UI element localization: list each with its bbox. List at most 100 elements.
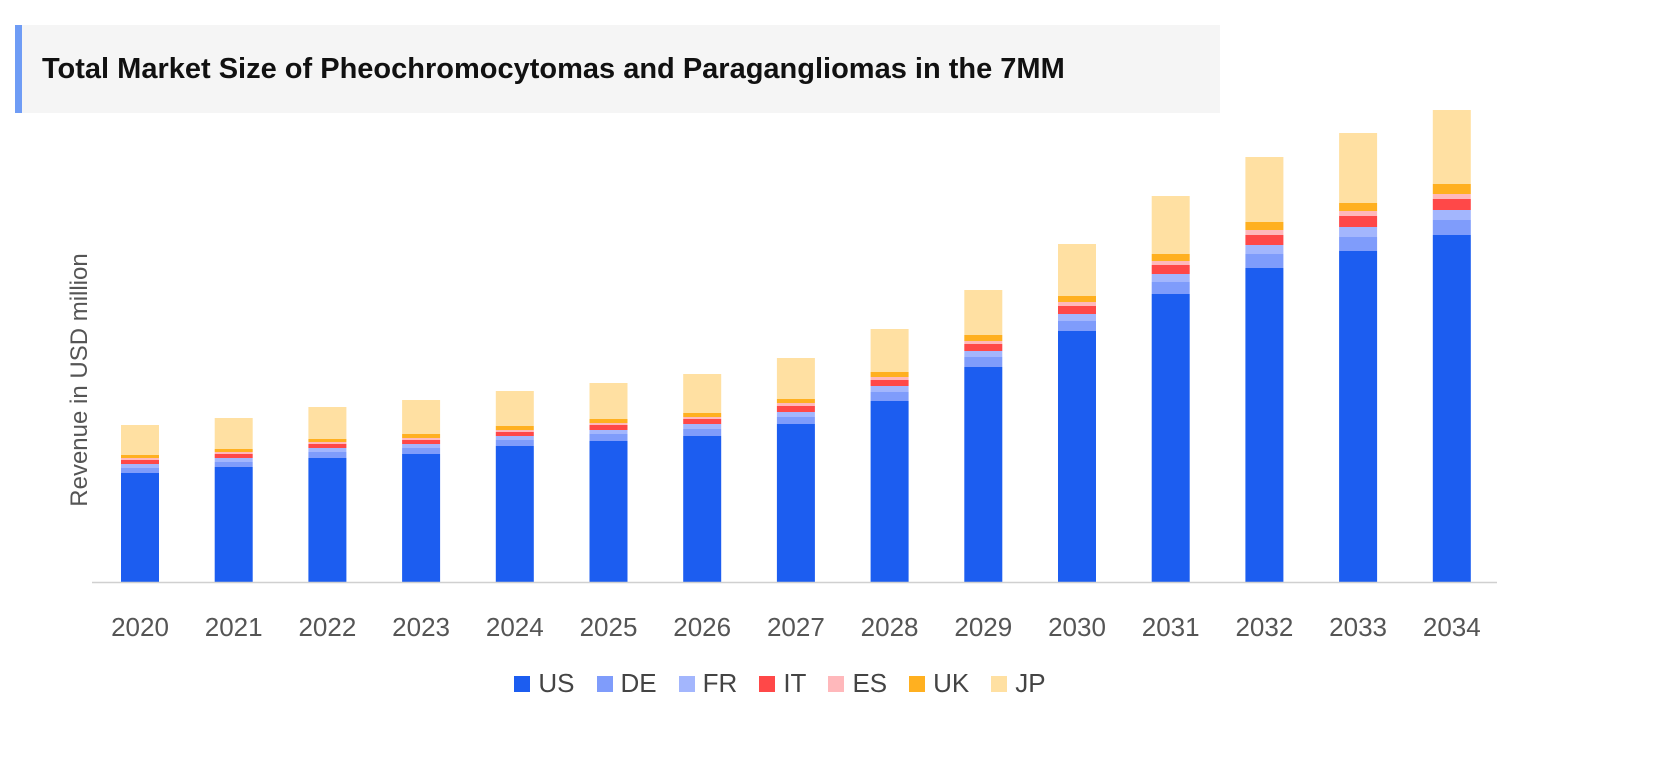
bar-IT-2034: [1432, 199, 1471, 210]
legend-label: IT: [783, 668, 807, 698]
bar-IT-2026: [683, 419, 722, 424]
bar-JP-2033: [1339, 133, 1378, 203]
x-tick-label: 2020: [111, 612, 169, 642]
bar-US-2025: [589, 441, 628, 582]
bar-US-2030: [1058, 331, 1096, 582]
bar-FR-2031: [1151, 274, 1190, 282]
bar-DE-2032: [1245, 254, 1284, 268]
legend-swatch: [678, 675, 695, 692]
bar-IT-2024: [495, 432, 534, 436]
bar-FR-2028: [870, 386, 909, 392]
legend-label: FR: [702, 668, 738, 698]
bar-ES-2029: [964, 341, 1003, 344]
x-tick-label: 2021: [205, 612, 263, 642]
bar-UK-2022: [308, 439, 347, 442]
x-tick-label: 2025: [580, 612, 638, 642]
bar-IT-2033: [1339, 216, 1378, 227]
bar-UK-2028: [870, 372, 909, 377]
bar-DE-2023: [402, 448, 441, 454]
legend-label: JP: [1015, 668, 1046, 698]
legend-swatch: [991, 675, 1008, 692]
bar-IT-2028: [870, 380, 909, 386]
x-tick-label: 2029: [954, 612, 1012, 642]
x-tick-label: 2032: [1235, 612, 1293, 642]
legend-label: ES: [852, 668, 888, 698]
bar-ES-2021: [214, 452, 253, 454]
bar-FR-2021: [214, 458, 253, 462]
bar-ES-2020: [121, 458, 159, 460]
bar-DE-2033: [1339, 237, 1378, 251]
bar-US-2024: [495, 446, 534, 582]
bar-UK-2021: [214, 449, 253, 452]
bar-IT-2025: [589, 425, 628, 430]
bar-DE-2026: [683, 429, 722, 436]
legend-swatch: [596, 675, 613, 692]
bar-UK-2031: [1151, 254, 1190, 261]
bar-DE-2022: [308, 452, 347, 458]
legend-item-UK: UK: [909, 668, 969, 699]
bar-DE-2021: [214, 462, 253, 467]
bar-US-2033: [1339, 251, 1378, 582]
bar-US-2034: [1432, 235, 1471, 582]
bar-IT-2031: [1151, 265, 1190, 274]
bar-FR-2029: [964, 351, 1003, 357]
bar-IT-2022: [308, 444, 347, 448]
bar-FR-2033: [1339, 227, 1378, 237]
bar-JP-2021: [214, 418, 253, 449]
bar-US-2029: [964, 367, 1003, 582]
legend-item-IT: IT: [759, 668, 806, 699]
bar-JP-2029: [964, 290, 1003, 335]
bar-JP-2032: [1245, 157, 1284, 222]
legend-label: UK: [933, 668, 970, 698]
x-tick-label: 2022: [298, 612, 356, 642]
legend-label: US: [538, 668, 575, 698]
bar-US-2022: [308, 458, 347, 582]
chart-title: Total Market Size of Pheochromocytomas a…: [42, 53, 1065, 85]
bar-JP-2031: [1151, 196, 1190, 254]
bar-JP-2024: [495, 391, 534, 426]
bar-FR-2032: [1245, 245, 1284, 254]
bar-US-2027: [776, 424, 815, 582]
bar-UK-2033: [1339, 203, 1378, 211]
bar-ES-2026: [683, 417, 722, 419]
bar-ES-2031: [1151, 261, 1190, 265]
bar-FR-2023: [402, 444, 441, 448]
bar-UK-2030: [1058, 296, 1096, 302]
bar-DE-2034: [1432, 220, 1471, 235]
bar-US-2023: [402, 454, 441, 582]
bar-JP-2025: [589, 383, 628, 419]
bar-UK-2025: [589, 419, 628, 423]
bar-FR-2024: [495, 436, 534, 440]
bar-DE-2027: [776, 417, 815, 424]
bar-JP-2023: [402, 400, 441, 434]
bar-DE-2024: [495, 440, 534, 446]
bar-JP-2020: [121, 425, 159, 455]
bar-FR-2030: [1058, 314, 1096, 321]
bar-DE-2025: [589, 434, 628, 441]
bar-ES-2028: [870, 377, 909, 380]
bar-US-2021: [214, 467, 253, 582]
legend-item-FR: FR: [678, 668, 738, 699]
bar-DE-2029: [964, 357, 1003, 367]
bar-UK-2034: [1432, 184, 1471, 194]
title-accent-bar: [15, 25, 22, 113]
bar-JP-2022: [308, 407, 347, 439]
bar-FR-2020: [121, 464, 159, 468]
x-tick-label: 2033: [1329, 612, 1387, 642]
bar-ES-2023: [402, 438, 441, 440]
bar-IT-2030: [1058, 306, 1096, 314]
bar-ES-2033: [1339, 211, 1378, 216]
x-tick-label: 2026: [673, 612, 731, 642]
bar-US-2031: [1151, 294, 1190, 582]
bar-JP-2028: [870, 329, 909, 372]
x-tick-label: 2031: [1142, 612, 1200, 642]
bar-UK-2029: [964, 335, 1003, 341]
x-tick-label: 2030: [1048, 612, 1106, 642]
bar-FR-2025: [589, 430, 628, 434]
legend: US DE FR IT ES UK JP: [0, 668, 1560, 699]
bar-US-2026: [683, 436, 722, 582]
legend-item-US: US: [514, 668, 575, 699]
bar-FR-2027: [776, 412, 815, 417]
bar-US-2032: [1245, 268, 1284, 582]
bar-FR-2022: [308, 448, 347, 452]
